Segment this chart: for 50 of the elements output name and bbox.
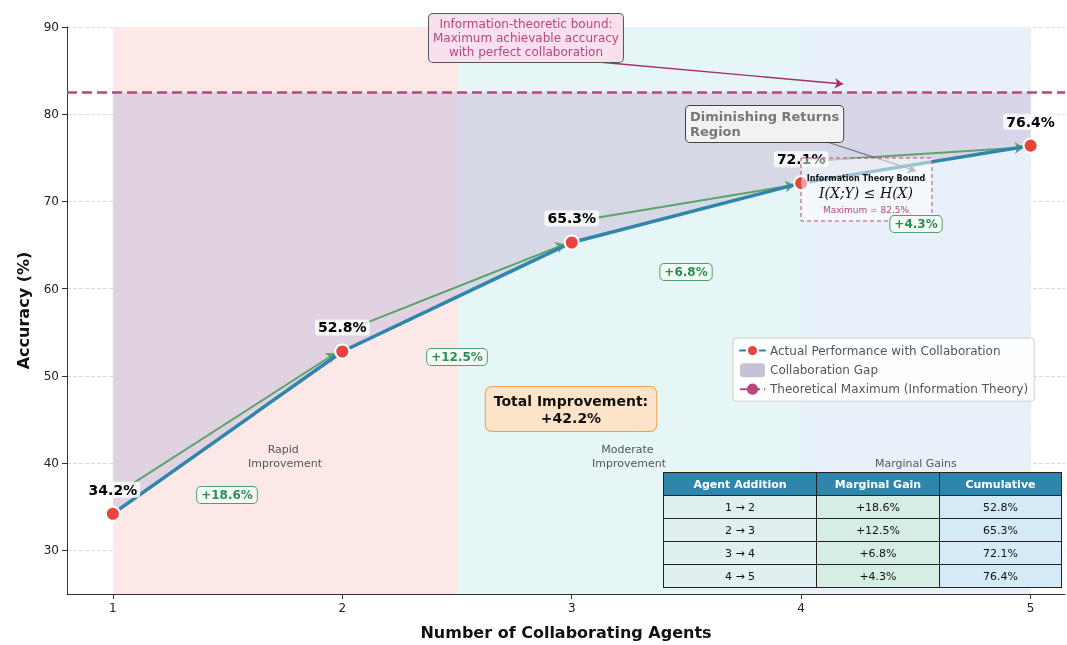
annotation: +4.3% [894,217,938,231]
annotation: +18.6% [201,488,253,502]
annotation: +4.3% [816,564,940,588]
y-tick-label: 70 [43,194,59,209]
y-tick-label: 40 [43,456,59,471]
annotation: 52.8% [939,495,1062,519]
data-label: 72.1% [776,151,826,168]
data-label: 34.2% [88,481,138,498]
band-label: Moderate Improvement [592,442,667,470]
annotation: 3 → 4 [663,541,817,565]
annotation: Cumulative [939,472,1062,496]
annotation: 4 → 5 [663,564,817,588]
x-axis-title: Number of Collaborating Agents [420,622,712,642]
annotation: 76.4% [939,564,1062,588]
data-label: 52.8% [318,319,367,336]
x-tick-label: 5 [1026,601,1035,615]
band-label: Marginal Gains [874,456,958,470]
x-tick-label: 3 [567,601,576,615]
annotation: I(X;Y) ≤ H(X) [817,185,914,201]
annotation: Total Improvement: +42.2% [493,392,649,426]
x-tick-label: 2 [338,601,347,615]
annotation: Diminishing Returns Region [690,109,840,139]
x-tick-label: 1 [109,601,117,615]
annotation: +6.8% [664,265,708,279]
annotation: 1 → 2 [663,495,817,519]
annotation: +18.6% [816,495,940,519]
data-label: 76.4% [1006,113,1055,130]
y-tick-label: 60 [43,281,59,296]
annotation: Maximum = 82.5% [822,205,910,215]
annotation: 65.3% [939,518,1062,542]
x-tick-label: 4 [797,601,805,615]
y-axis-title: Accuracy (%) [13,251,33,370]
data-label: 65.3% [547,210,597,227]
y-tick-label: 80 [43,107,59,122]
annotation: +12.5% [431,350,483,364]
legend-label: Actual Performance with Collaboration [770,343,1001,358]
annotation: +6.8% [816,541,940,565]
annotation: Marginal Gain [816,472,940,496]
legend-label: Theoretical Maximum (Information Theory) [769,382,1029,397]
annotation: +12.5% [816,518,940,542]
annotation: 72.1% [939,541,1062,565]
annotation: Information-theoretic bound: Maximum achievable accuracy with perfect collaboration [433,17,619,59]
legend-label: Collaboration Gap [770,363,879,378]
band-label: Rapid Improvement [247,442,323,470]
y-tick-label: 50 [43,368,59,383]
annotation: Agent Addition [663,472,817,496]
y-tick-label: 30 [43,543,59,558]
annotation: 2 → 3 [663,518,817,542]
annotation: Information Theory Bound [806,173,926,183]
y-tick-label: 90 [43,20,59,34]
